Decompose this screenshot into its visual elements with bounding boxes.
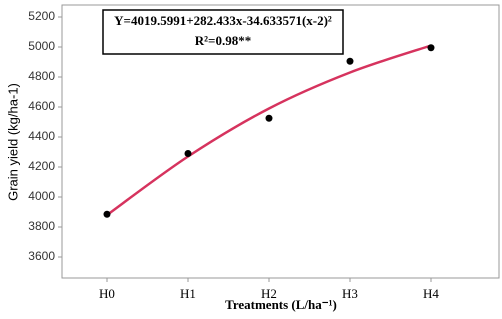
y-tick-label: 4000 (28, 189, 55, 203)
y-tick-label: 4200 (28, 159, 55, 173)
x-tick-label: H2 (261, 286, 277, 301)
plot-frame (61, 4, 500, 279)
data-point (103, 210, 111, 218)
r-squared: R²=0.98** (195, 33, 251, 48)
x-axis-label: Treatments (L/ha⁻¹) (225, 297, 337, 312)
y-tick-label: 4600 (28, 99, 55, 113)
y-tick-label: 4800 (28, 69, 55, 83)
x-tick-label: H1 (180, 286, 196, 301)
equation: Y=4019.5991+282.433x-34.633571(x-2)² (114, 13, 332, 28)
data-point (427, 44, 435, 52)
equation-box (102, 9, 344, 55)
y-tick-label: 3600 (28, 249, 55, 263)
y-tick-label: 5000 (28, 39, 55, 53)
y-tick-label: 3800 (28, 219, 55, 233)
x-tick-label: H3 (342, 286, 358, 301)
y-tick-label: 5200 (28, 9, 55, 23)
data-point (265, 114, 273, 122)
fitted-curve (106, 44, 432, 217)
x-tick-label: H4 (423, 286, 439, 301)
y-tick-label: 4400 (28, 129, 55, 143)
y-axis-label: Grain yield (kg/ha-1) (5, 83, 20, 201)
data-point (346, 57, 354, 65)
data-point (184, 150, 192, 157)
x-tick-label: H0 (99, 286, 115, 301)
